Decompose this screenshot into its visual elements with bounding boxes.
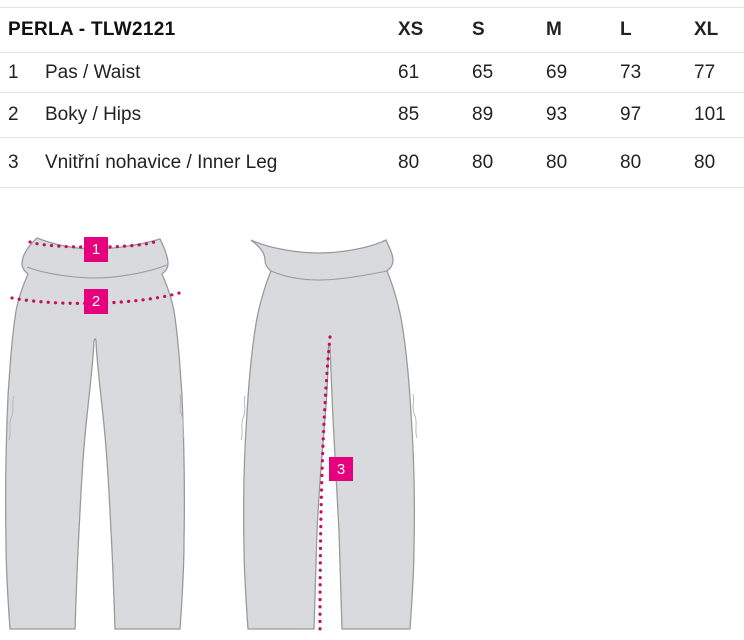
svg-text:1: 1 bbox=[92, 241, 100, 258]
svg-text:2: 2 bbox=[92, 293, 100, 310]
svg-text:3: 3 bbox=[337, 461, 345, 478]
